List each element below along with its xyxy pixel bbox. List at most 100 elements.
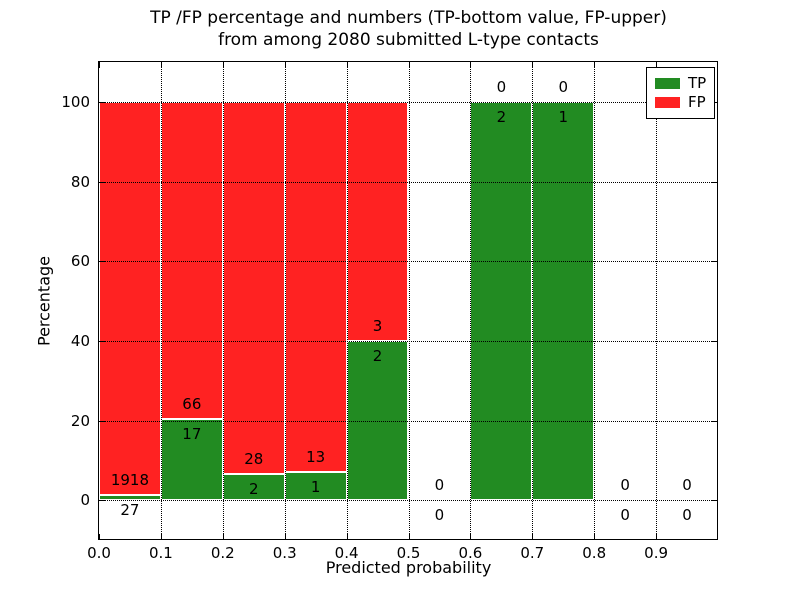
x-tick-label-0.5: 0.5 — [396, 544, 421, 562]
y-tickmark-left-40 — [99, 340, 105, 342]
x-tickmark-top-0.0 — [99, 62, 100, 68]
fp-swatch-icon — [655, 97, 680, 108]
y-tick-label-40: 40 — [70, 331, 90, 350]
y-tick-label-0: 0 — [80, 491, 90, 510]
fp-count-label-bin3: 13 — [306, 447, 326, 466]
y-tickmark-right-20 — [712, 420, 718, 422]
tp-count-label-bin5: 0 — [434, 506, 445, 525]
gridline-x-0.1 — [160, 62, 162, 540]
legend-item-fp: FP — [655, 93, 706, 112]
y-tickmark-left-0 — [99, 500, 105, 502]
chart-title-line2: from among 2080 submitted L-type contact… — [218, 30, 599, 50]
x-tickmark-top-0.9 — [656, 62, 658, 68]
y-tick-label-100: 100 — [61, 92, 90, 111]
x-tickmark-bottom-0.9 — [656, 534, 658, 540]
x-tickmark-top-0.2 — [222, 62, 224, 68]
y-tick-label-60: 60 — [70, 252, 90, 271]
fp-count-label-bin5: 0 — [434, 476, 445, 495]
x-tickmark-bottom-0.5 — [408, 534, 410, 540]
x-tickmark-bottom-0.4 — [346, 534, 348, 540]
tp-count-label-bin3: 1 — [310, 477, 321, 496]
y-tickmark-left-20 — [99, 420, 105, 422]
x-tick-label-0.6: 0.6 — [458, 544, 483, 562]
y-tickmark-right-80 — [712, 181, 718, 183]
bar-segment-fp-bin2 — [222, 101, 285, 474]
x-tickmark-bottom-0.3 — [284, 534, 286, 540]
x-tickmark-top-0.1 — [160, 62, 162, 68]
bar-segment-tp-bin6 — [470, 101, 533, 501]
y-tickmark-left-80 — [99, 181, 105, 183]
tp-count-label-bin2: 2 — [248, 479, 259, 498]
x-tick-label-0.4: 0.4 — [334, 544, 359, 562]
x-tickmark-top-0.5 — [408, 62, 410, 68]
x-tick-label-0.2: 0.2 — [210, 544, 235, 562]
legend-item-tp: TP — [655, 74, 706, 93]
gridline-y-60 — [99, 261, 718, 263]
fp-count-label-bin6: 0 — [496, 77, 507, 96]
x-tick-label-0.0: 0.0 — [87, 544, 111, 562]
y-tick-label-20: 20 — [70, 411, 90, 430]
fp-count-label-bin7: 0 — [558, 77, 569, 96]
bar-segment-tp-bin1 — [160, 418, 223, 501]
gridline-y-20 — [99, 420, 718, 422]
x-tickmark-bottom-0.6 — [470, 534, 472, 540]
gridline-x-0.2 — [222, 62, 224, 540]
y-tickmark-right-60 — [712, 261, 718, 263]
tp-count-label-bin0: 27 — [120, 500, 140, 519]
x-tickmark-top-0.4 — [346, 62, 348, 68]
tp-count-label-bin8: 0 — [620, 506, 630, 525]
gridline-y-80 — [99, 181, 718, 183]
y-tickmark-left-60 — [99, 261, 105, 263]
x-tick-label-0.1: 0.1 — [148, 544, 173, 562]
gridline-y-100 — [99, 101, 718, 103]
chart-title: TP /FP percentage and numbers (TP-bottom… — [99, 7, 718, 51]
bar-segment-tp-bin7 — [532, 101, 595, 501]
y-tickmark-left-100 — [99, 101, 105, 103]
x-tick-label-0.3: 0.3 — [272, 544, 297, 562]
x-tickmark-bottom-0.8 — [594, 534, 596, 540]
x-tickmark-top-0.8 — [594, 62, 596, 68]
gridline-x-0.5 — [408, 62, 410, 540]
fp-count-label-bin4: 3 — [372, 316, 383, 335]
y-tickmark-right-40 — [712, 340, 718, 342]
gridline-y-40 — [99, 340, 718, 342]
chart-title-line1: TP /FP percentage and numbers (TP-bottom… — [150, 8, 667, 28]
fp-count-label-bin8: 0 — [620, 476, 630, 495]
x-tickmark-top-0.7 — [532, 62, 534, 68]
gridline-x-0.3 — [284, 62, 286, 540]
gridline-x-0.7 — [532, 62, 534, 540]
bar-segment-fp-bin3 — [284, 101, 347, 472]
x-tick-label-0.9: 0.9 — [644, 544, 669, 562]
bar-segment-fp-bin1 — [160, 101, 223, 419]
fp-count-label-bin9: 0 — [682, 476, 692, 495]
x-tickmark-top-0.3 — [284, 62, 286, 68]
x-tickmark-bottom-0.2 — [222, 534, 224, 540]
x-axis-label: Predicted probability — [325, 558, 492, 577]
legend-label-tp: TP — [688, 74, 707, 92]
gridline-x-0.4 — [346, 62, 348, 540]
y-axis-label: Percentage — [34, 255, 54, 347]
bar-segment-tp-bin0 — [99, 494, 161, 501]
legend: TP FP — [646, 67, 716, 119]
fp-count-label-bin1: 66 — [182, 394, 202, 413]
x-tick-label-0.8: 0.8 — [582, 544, 607, 562]
bar-segment-fp-bin0 — [99, 101, 161, 495]
gridline-x-0.6 — [470, 62, 472, 540]
y-tickmark-right-0 — [712, 500, 718, 502]
tp-count-label-bin6: 2 — [496, 107, 507, 126]
fp-count-label-bin2: 28 — [244, 449, 264, 468]
tp-count-label-bin1: 17 — [182, 424, 202, 443]
x-tickmark-bottom-0.1 — [160, 534, 162, 540]
gridline-x-0.9 — [656, 62, 658, 540]
x-tickmark-bottom-0.7 — [532, 534, 534, 540]
legend-label-fp: FP — [688, 93, 706, 111]
x-tickmark-bottom-0.0 — [99, 534, 100, 540]
fp-count-label-bin0: 1918 — [110, 470, 150, 489]
gridline-y-0 — [99, 500, 718, 502]
gridline-x-0.8 — [594, 62, 596, 540]
bar-segment-fp-bin4 — [346, 101, 409, 341]
tp-count-label-bin9: 0 — [682, 506, 692, 525]
tp-swatch-icon — [655, 78, 680, 89]
x-tickmark-top-0.6 — [470, 62, 472, 68]
